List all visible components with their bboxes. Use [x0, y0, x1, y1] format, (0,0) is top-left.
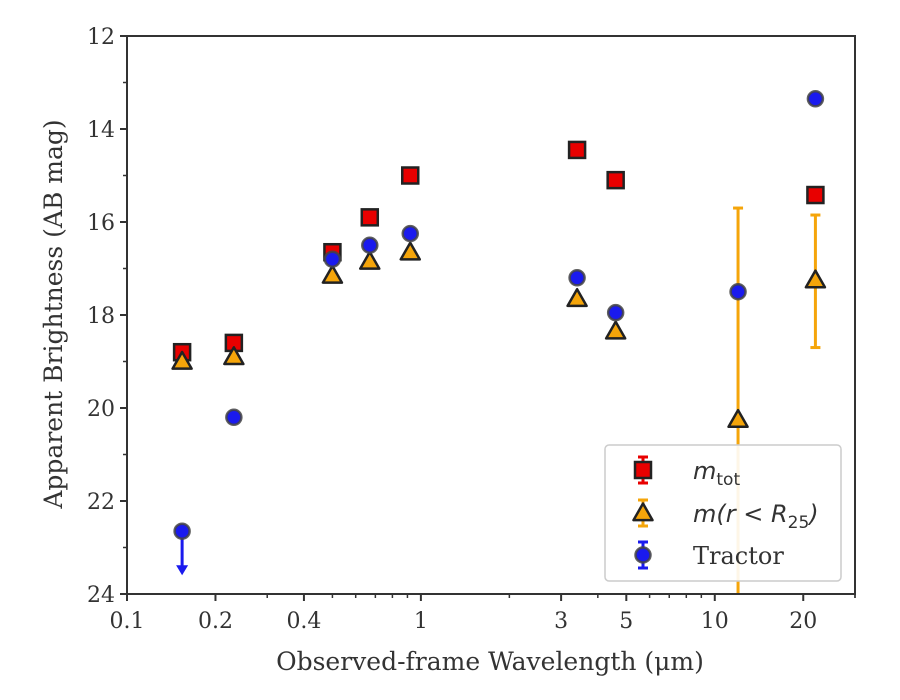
data-point: [225, 408, 243, 427]
data-point: [361, 236, 379, 254]
data-point: [804, 269, 827, 289]
y-tick-label: 16: [87, 211, 115, 236]
data-point: [400, 166, 420, 185]
x-tick-label: 20: [789, 609, 817, 634]
x-tick-label: 0.2: [198, 609, 233, 634]
upper-limit-arrow: [176, 565, 189, 576]
legend-marker: [633, 460, 653, 480]
data-point: [401, 224, 419, 243]
data-point: [567, 140, 587, 160]
data-point: [806, 185, 825, 205]
x-tick-label: 3: [554, 609, 568, 634]
data-point: [171, 350, 193, 370]
x-axis-title: Observed-frame Wavelength (μm): [276, 647, 704, 676]
legend-label-main: Tractor: [693, 542, 784, 570]
y-axis-title: Apparent Brightness (AB mag): [39, 119, 68, 509]
x-tick-label: 1: [414, 609, 428, 634]
legend-marker: [634, 546, 652, 564]
data-point: [806, 90, 825, 108]
data-point: [568, 269, 586, 287]
legend-label-end: ): [807, 500, 818, 528]
data-point: [606, 170, 625, 190]
legend-label-subscript: 25: [788, 513, 810, 533]
data-point: [223, 346, 245, 366]
data-point: [399, 241, 421, 261]
y-tick-label: 20: [87, 397, 115, 422]
data-point: [321, 264, 344, 284]
data-point: [727, 408, 749, 428]
legend-marker: [632, 502, 654, 522]
data-point: [604, 320, 627, 340]
legend-label: Tractor: [693, 542, 784, 570]
data-point: [359, 250, 381, 270]
y-tick-label: 18: [87, 304, 115, 329]
legend: mtot m(r < R25) Tractor: [604, 444, 842, 582]
y-tick-label: 24: [87, 583, 115, 608]
data-point: [173, 522, 191, 540]
legend-box: [604, 444, 842, 582]
data-point: [729, 283, 747, 301]
x-tick-label: 5: [619, 609, 633, 634]
axes: 12 14 16 18 20 22 240.1 0.2 0.4 1 3 5 10 20: [87, 25, 856, 634]
data-point: [606, 303, 625, 322]
x-tick-label: 10: [701, 609, 729, 634]
legend-label-main: m(r < R: [693, 500, 788, 528]
y-tick-label: 14: [87, 118, 115, 143]
data-point: [323, 250, 342, 268]
legend-label-main: m: [693, 457, 716, 485]
data-point: [566, 287, 588, 308]
y-tick-label: 22: [87, 490, 115, 515]
x-tick-label: 0.1: [110, 609, 145, 634]
data-point: [360, 208, 380, 227]
y-tick-label: 12: [87, 25, 115, 50]
x-tick-label: 0.4: [286, 609, 321, 634]
legend-label: mtot: [693, 457, 740, 490]
legend-label-subscript: tot: [716, 470, 740, 490]
legend-label: m(r < R25): [693, 500, 819, 533]
